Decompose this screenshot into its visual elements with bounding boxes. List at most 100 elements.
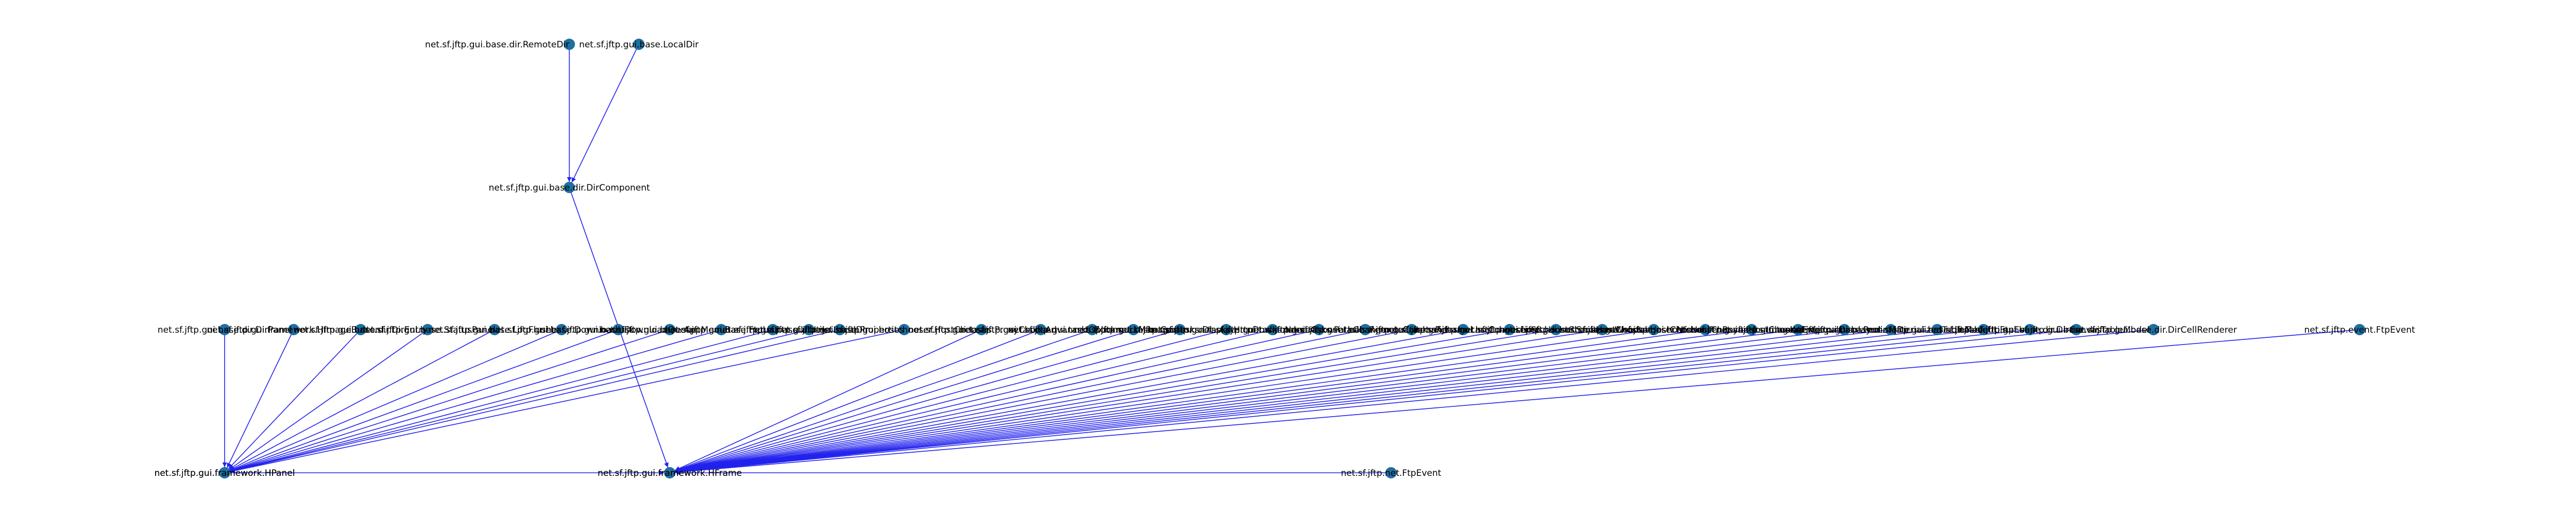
graph-node: [834, 324, 845, 335]
node-label: net.sf.jftp.gui.base.dir.TableUtils: [1868, 325, 2007, 335]
graph-node: [664, 467, 675, 478]
node-label: net.sf.jftp.gui.framework.HFrame: [598, 468, 742, 478]
graph-node: [1504, 324, 1515, 335]
edge-n21-n45: [674, 329, 1041, 471]
graph-node: [1700, 324, 1711, 335]
node-label: net.sf.jftp.gui.tasks.ProxyChooser: [908, 325, 1055, 335]
arrowhead-n2-n3: [571, 177, 576, 183]
graph-node: [1087, 324, 1098, 335]
node-label: net.sf.jftp.gui.hostchooser.SmbHostChoos…: [1460, 325, 1652, 335]
edge-n12-n44: [229, 329, 562, 471]
node-label: net.sf.jftp.gui.hostchooser.HostChooser: [818, 325, 990, 335]
graph-node: [355, 324, 366, 335]
edge-n17-n44: [230, 329, 809, 472]
node-label: net.sf.jftp.gui.base.AppMenuBar: [600, 325, 740, 335]
node-label: net.sf.jftp.gui.base.DownloadQueue: [540, 325, 697, 335]
arrowhead-n8-n44: [227, 462, 231, 468]
graph-node: [633, 39, 645, 50]
node-label: net.sf.jftp.gui.hostchooser.WebdavHostCh…: [1499, 325, 1706, 335]
arrowhead-n3-n5: [664, 462, 669, 468]
edge-n37-n45: [675, 329, 1799, 473]
edge-n20-n45: [674, 329, 982, 471]
graph-node: [1267, 324, 1278, 335]
node-label: net.sf.jftp.gui.hostchooser.SftpHostChoo…: [1415, 325, 1604, 335]
node-layer: [219, 39, 2365, 478]
node-label: net.sf.jftp.gui.base.dir.DirEntry: [294, 325, 428, 335]
edge-n23-n45: [675, 329, 1134, 472]
graph-node: [422, 324, 433, 335]
arrowhead-n7-n45: [675, 470, 680, 475]
edge-n41-n45: [675, 329, 1984, 473]
node-label: net.sf.jftp.gui.base.dir.RemoteDir: [425, 40, 569, 50]
graph-node: [1931, 324, 1943, 335]
node-label: net.sf.jftp.gui.tasks.BookmarkManager: [1008, 325, 1177, 335]
node-label: net.sf.jftp.gui.framework.HPanel: [155, 468, 295, 478]
edge-n47-n45: [675, 329, 2360, 473]
graph-node: [1746, 324, 1757, 335]
node-label: net.sf.jftp.gui.tasks.ImageViewer: [1680, 325, 1823, 335]
node-label: net.sf.jftp.gui.tasks.ExternalDisplayer: [1716, 325, 1880, 335]
graph-node: [1885, 324, 1896, 335]
node-label: net.sf.jftp.gui.tasks.AdvancedOptions: [959, 325, 1123, 335]
node-label: net.sf.jftp.gui.base.RemoteDir: [1779, 325, 1910, 335]
edge-n31-n45: [675, 329, 1510, 472]
graph-node: [2024, 324, 2036, 335]
node-label: net.sf.jftp.gui.base.FtpList: [665, 325, 778, 335]
edge-n46-n45: [675, 329, 2154, 473]
edge-n18-n44: [230, 329, 840, 472]
edge-n22-n45: [675, 329, 1093, 472]
edge-n35-n45: [675, 329, 1706, 473]
graph-node: [976, 324, 987, 335]
node-label: net.sf.jftp.gui.base.dir.DirCellRenderer: [2070, 325, 2237, 335]
node-label: net.sf.jftp.gui.framework.HImageButton: [207, 325, 380, 335]
graph-node: [1978, 324, 1989, 335]
graph-node: [613, 324, 624, 335]
node-label: net.sf.jftp.gui.hostchooser.RsyncHostCho…: [1606, 325, 1804, 335]
label-layer: net.sf.jftp.gui.base.dir.RemoteDir net.sf…: [155, 40, 2415, 478]
arrowhead-n6-n44: [222, 462, 227, 467]
node-label: net.sf.jftp.gui.tasks.Creator: [1074, 325, 1193, 335]
graph-node: [2148, 324, 2159, 335]
edge-layer: [222, 44, 2360, 475]
arrowhead-n9-n44: [228, 464, 234, 469]
arrowhead-n1-n3: [567, 177, 572, 182]
node-label: net.sf.jftp.gui.base.dir.DirComponent: [488, 183, 650, 193]
edge-n34-n45: [675, 329, 1654, 473]
edge-n39-n45: [675, 329, 1891, 473]
graph-node: [1792, 324, 1804, 335]
graph-node: [767, 324, 778, 335]
node-label: net.sf.jftp.gui.base.LocalDir: [579, 40, 699, 50]
node-label: net.sf.jftp.gui.base.Properties: [775, 325, 904, 335]
edge-n24-n45: [675, 329, 1180, 472]
node-label: net.sf.jftp.gui.base.LocalDir: [749, 325, 869, 335]
node-label: net.sf.jftp.gui.tasks.NameChooser: [1198, 325, 1346, 335]
edge-n38-n45: [675, 329, 1845, 473]
graph-node: [564, 39, 575, 50]
node-label: net.sf.jftp.gui.hostchooser.NfsHostChoos…: [1561, 325, 1747, 335]
node-label: net.sf.jftp.gui.tasks.Displayer: [1116, 325, 1243, 335]
edge-n15-n44: [230, 329, 722, 472]
edge-n19-n44: [230, 329, 905, 472]
node-label: net.sf.jftp.gui.tasks.PathChanger: [1248, 325, 1391, 335]
node-label: net.sf.jftp.gui.base.LogFlusher: [429, 325, 561, 335]
graph-node: [716, 324, 727, 335]
graph-node: [489, 324, 500, 335]
graph-node: [288, 324, 299, 335]
graph-node: [2071, 324, 2082, 335]
node-label: net.sf.jftp.gui.tasks.HttpDownloader: [1147, 325, 1305, 335]
graph-node: [1839, 324, 1850, 335]
node-label: net.sf.jftp.net.FtpEvent: [1341, 468, 1442, 478]
arrowhead-n4-n45: [659, 470, 664, 475]
edge-n43-n45: [675, 329, 2077, 473]
graph-node: [219, 324, 230, 335]
edge-n28-n45: [675, 329, 1366, 472]
graph-node: [1597, 324, 1608, 335]
edge-n29-n45: [675, 329, 1412, 472]
graph-node: [1313, 324, 1325, 335]
edge-n27-n45: [675, 329, 1319, 472]
graph-node: [803, 324, 815, 335]
edge-n14-n44: [230, 329, 670, 472]
graph-node: [664, 324, 675, 335]
edge-n32-n45: [675, 329, 1556, 473]
